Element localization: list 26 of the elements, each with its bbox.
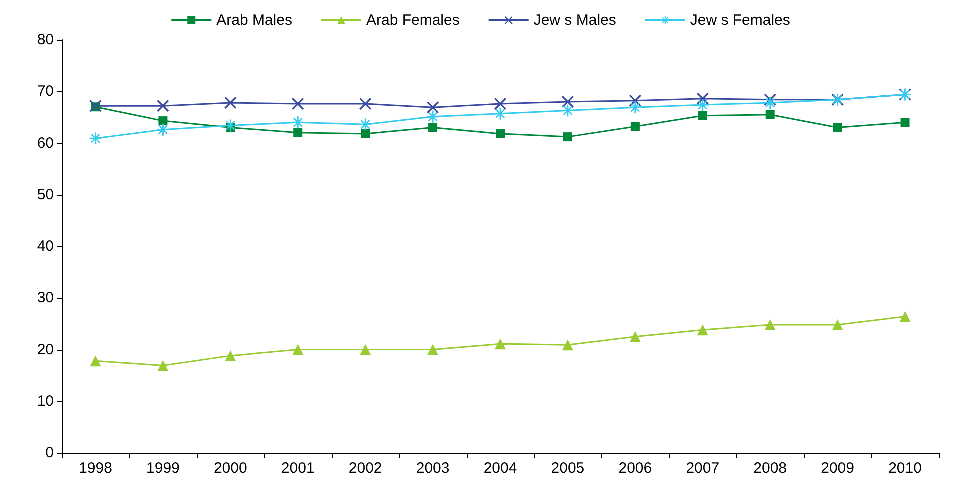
y-tick-label: 60 — [37, 134, 54, 152]
x-tick-label: 2005 — [551, 460, 585, 477]
legend-label: Jew s Females — [690, 12, 790, 29]
x-tick-label: 1998 — [79, 460, 112, 477]
y-tick-label: 40 — [37, 238, 54, 255]
x-tick-label: 2001 — [281, 460, 315, 477]
legend-label: Jew s Males — [534, 12, 616, 29]
x-tick-label: 2004 — [484, 460, 518, 477]
legend-label: Arab Males — [216, 12, 292, 29]
y-tick-label: 0 — [46, 444, 54, 462]
y-tick-label: 80 — [37, 32, 54, 48]
y-tick-label: 20 — [37, 341, 54, 358]
x-tick-label: 2000 — [214, 460, 248, 477]
x-tick-label: 2009 — [821, 460, 854, 477]
legend-label: Arab Females — [366, 12, 460, 29]
x-tick-label: 2007 — [686, 460, 720, 477]
y-tick-label: 10 — [37, 392, 54, 410]
y-tick-label: 70 — [37, 83, 54, 100]
x-tick-label: 2002 — [348, 460, 382, 477]
x-tick-label: 2010 — [888, 460, 922, 477]
x-tick-label: 1999 — [146, 460, 180, 477]
x-tick-label: 2003 — [416, 460, 450, 477]
y-tick-label: 30 — [37, 290, 54, 307]
x-tick-label: 2006 — [618, 460, 652, 477]
x-tick-label: 2008 — [754, 460, 788, 477]
y-tick-label: 50 — [37, 186, 54, 204]
